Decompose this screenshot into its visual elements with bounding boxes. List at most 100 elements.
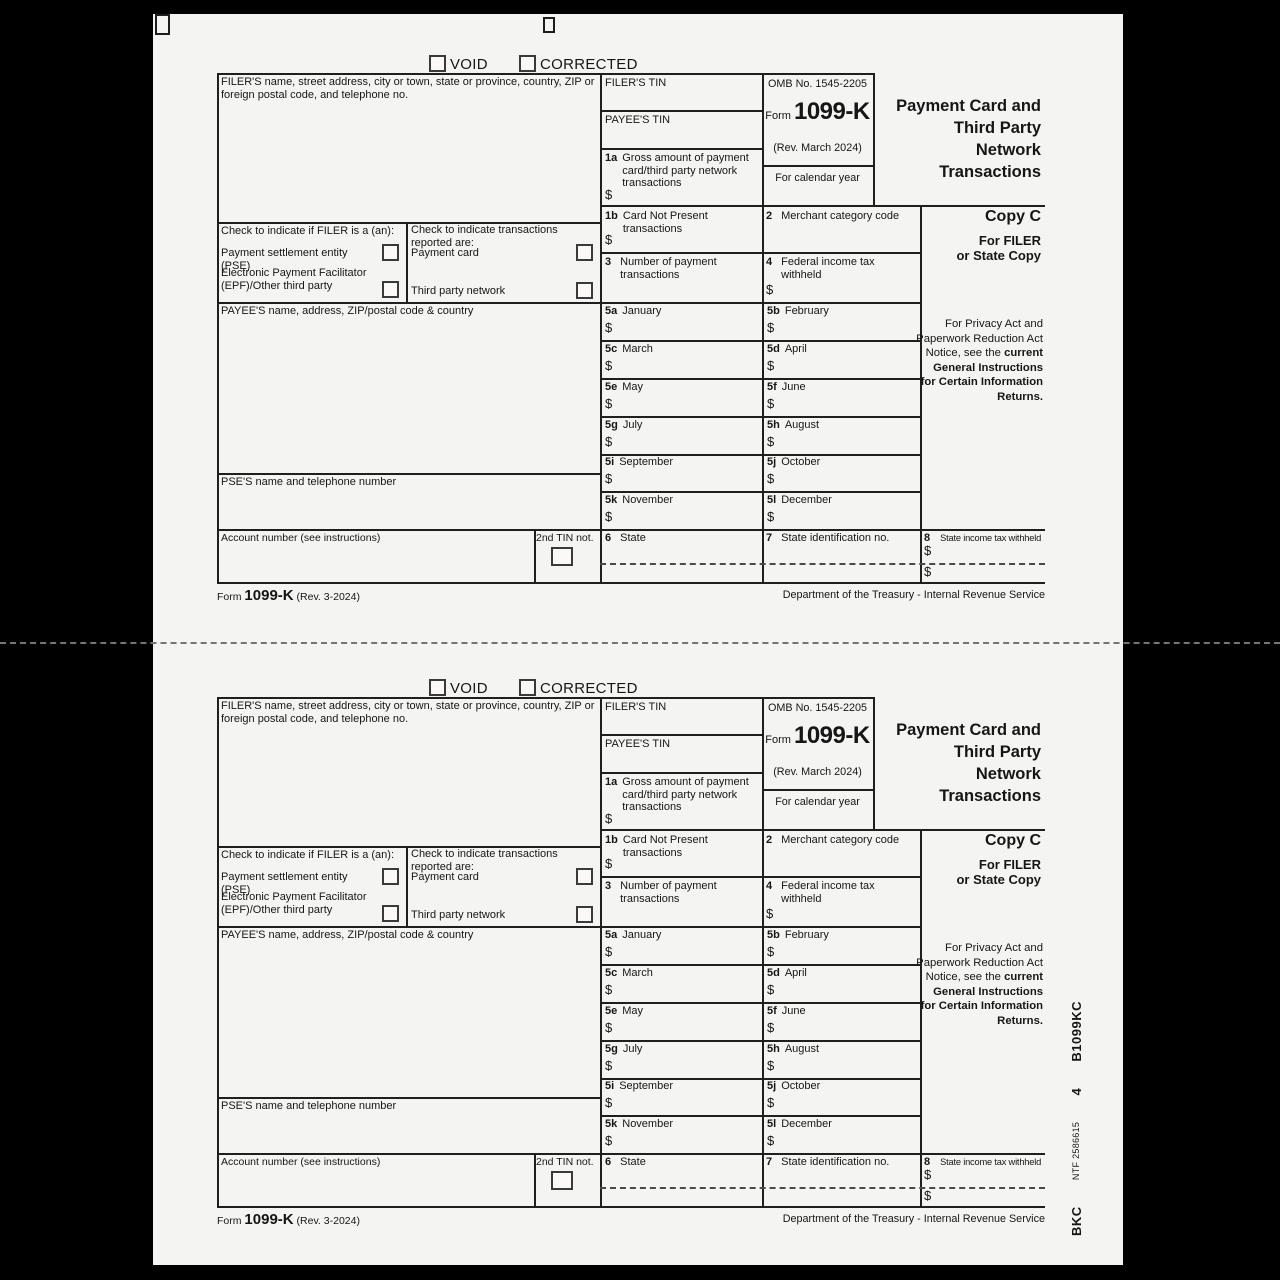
box-5f-amount[interactable]: $ (767, 1020, 775, 1035)
box-8-amount-upper[interactable]: $ (924, 1167, 932, 1182)
box-5b-amount[interactable]: $ (767, 944, 775, 959)
third-party-label: Third party network (411, 285, 506, 297)
account-number-field[interactable] (219, 1169, 532, 1204)
box-1a-amount[interactable]: $ (605, 811, 613, 826)
box-7-field[interactable] (764, 547, 920, 561)
box-5e-amount[interactable]: $ (605, 1020, 613, 1035)
box-5c-amount[interactable]: $ (605, 982, 613, 997)
account-number-field[interactable] (219, 545, 532, 580)
calendar-year-label: For calendar year (775, 172, 860, 184)
box-6-field[interactable] (603, 547, 761, 561)
form-word: Form (765, 110, 791, 122)
box-5h-amount[interactable]: $ (767, 1058, 775, 1073)
epf-checkbox[interactable] (382, 281, 399, 298)
box-5a-label: 5a January (605, 929, 662, 941)
footer-agency: Department of the Treasury - Internal Re… (782, 1213, 1045, 1225)
payee-name-field[interactable] (219, 943, 598, 1093)
third-party-checkbox[interactable] (576, 906, 593, 923)
payee-tin-field[interactable] (602, 752, 760, 770)
pse-name-field[interactable] (219, 1115, 598, 1151)
second-tin-label: 2nd TIN not. (536, 1156, 594, 1168)
box-5l-label: 5l December (767, 1118, 832, 1130)
box-5b-amount[interactable]: $ (767, 320, 775, 335)
box-4-amount[interactable]: $ (766, 282, 774, 297)
print-control-sidebar: BKC NTF 2586615 4 B1099KC (1065, 1001, 1087, 1236)
box-5k-amount[interactable]: $ (605, 1133, 613, 1148)
box-3-field[interactable] (603, 905, 761, 924)
payment-card-checkbox[interactable] (576, 244, 593, 261)
void-label: VOID (450, 680, 488, 697)
box-1a-amount[interactable]: $ (605, 187, 613, 202)
filer-tin-label: FILER'S TIN (605, 701, 667, 713)
calendar-year-field[interactable] (763, 810, 872, 827)
corrected-checkbox[interactable] (519, 55, 536, 72)
box-5i-amount[interactable]: $ (605, 471, 613, 486)
filer-name-label: FILER'S name, street address, city or to… (221, 700, 595, 725)
box-5e-amount[interactable]: $ (605, 396, 613, 411)
box-5k-amount[interactable]: $ (605, 509, 613, 524)
box-5l-amount[interactable]: $ (767, 509, 775, 524)
box-5f-label: 5f June (767, 381, 806, 393)
calendar-year-field[interactable] (763, 186, 872, 203)
form-title: Payment Card and Third Party Network Tra… (896, 97, 1041, 181)
print-sheet-number: 4 (1068, 1087, 1084, 1096)
box-1b-amount[interactable]: $ (605, 232, 613, 247)
box-5g-amount[interactable]: $ (605, 1058, 613, 1073)
box-1b-amount[interactable]: $ (605, 856, 613, 871)
grid-line (600, 964, 922, 966)
pse-name-field[interactable] (219, 491, 598, 527)
form-number-block: Form 1099-K (763, 99, 872, 129)
box-8-amount-lower[interactable]: $ (924, 564, 932, 579)
void-label: VOID (450, 56, 488, 73)
pse-checkbox[interactable] (382, 244, 399, 261)
revision-label: (Rev. March 2024) (773, 142, 862, 154)
box-5a-amount[interactable]: $ (605, 320, 613, 335)
box-5h-label: 5h August (767, 419, 820, 431)
box-4-amount[interactable]: $ (766, 906, 774, 921)
pse-checkbox[interactable] (382, 868, 399, 885)
second-tin-checkbox[interactable] (551, 547, 573, 566)
void-checkbox[interactable] (429, 679, 446, 696)
box-5d-amount[interactable]: $ (767, 358, 775, 373)
box-2-field[interactable] (764, 849, 920, 874)
box-7-field[interactable] (764, 1171, 920, 1185)
box-5h-amount[interactable]: $ (767, 434, 775, 449)
box-5l-amount[interactable]: $ (767, 1133, 775, 1148)
box-5i-label: 5i September (605, 456, 673, 468)
box-5j-amount[interactable]: $ (767, 471, 775, 486)
filer-tin-field[interactable] (602, 91, 760, 109)
box-8-label: 8 State income tax withheld (924, 532, 1042, 544)
payee-name-field[interactable] (219, 319, 598, 469)
box-5b-label: 5b February (767, 305, 829, 317)
box-6-field[interactable] (603, 1171, 761, 1185)
filer-tin-label: FILER'S TIN (605, 77, 667, 89)
box-5f-amount[interactable]: $ (767, 396, 775, 411)
form-number: 1099-K (793, 722, 870, 749)
box-5g-amount[interactable]: $ (605, 434, 613, 449)
pse-label: Payment settlement entity (PSE) (221, 871, 348, 896)
box-5j-label: 5j October (767, 456, 821, 468)
void-checkbox[interactable] (429, 55, 446, 72)
revision-label: (Rev. March 2024) (773, 766, 862, 778)
box-5a-amount[interactable]: $ (605, 944, 613, 959)
box-8-amount-lower[interactable]: $ (924, 1188, 932, 1203)
third-party-checkbox[interactable] (576, 282, 593, 299)
grid-line (217, 1153, 1045, 1155)
payee-tin-field[interactable] (602, 128, 760, 146)
box-5d-amount[interactable]: $ (767, 982, 775, 997)
grid-line (217, 846, 602, 848)
box-5c-amount[interactable]: $ (605, 358, 613, 373)
box-1b-label: 1b Card Not Present transactions (605, 834, 708, 859)
box-5i-amount[interactable]: $ (605, 1095, 613, 1110)
epf-checkbox[interactable] (382, 905, 399, 922)
payment-card-checkbox[interactable] (576, 868, 593, 885)
box-5j-amount[interactable]: $ (767, 1095, 775, 1110)
box-3-field[interactable] (603, 281, 761, 300)
filer-type-heading: Check to indicate if FILER is a (an): (221, 849, 395, 861)
filer-tin-field[interactable] (602, 715, 760, 733)
box-2-field[interactable] (764, 225, 920, 250)
box-8-amount-upper[interactable]: $ (924, 543, 932, 558)
corrected-checkbox[interactable] (519, 679, 536, 696)
second-tin-checkbox[interactable] (551, 1171, 573, 1190)
box-1a-label: 1a Gross amount of payment card/third par… (605, 776, 749, 813)
